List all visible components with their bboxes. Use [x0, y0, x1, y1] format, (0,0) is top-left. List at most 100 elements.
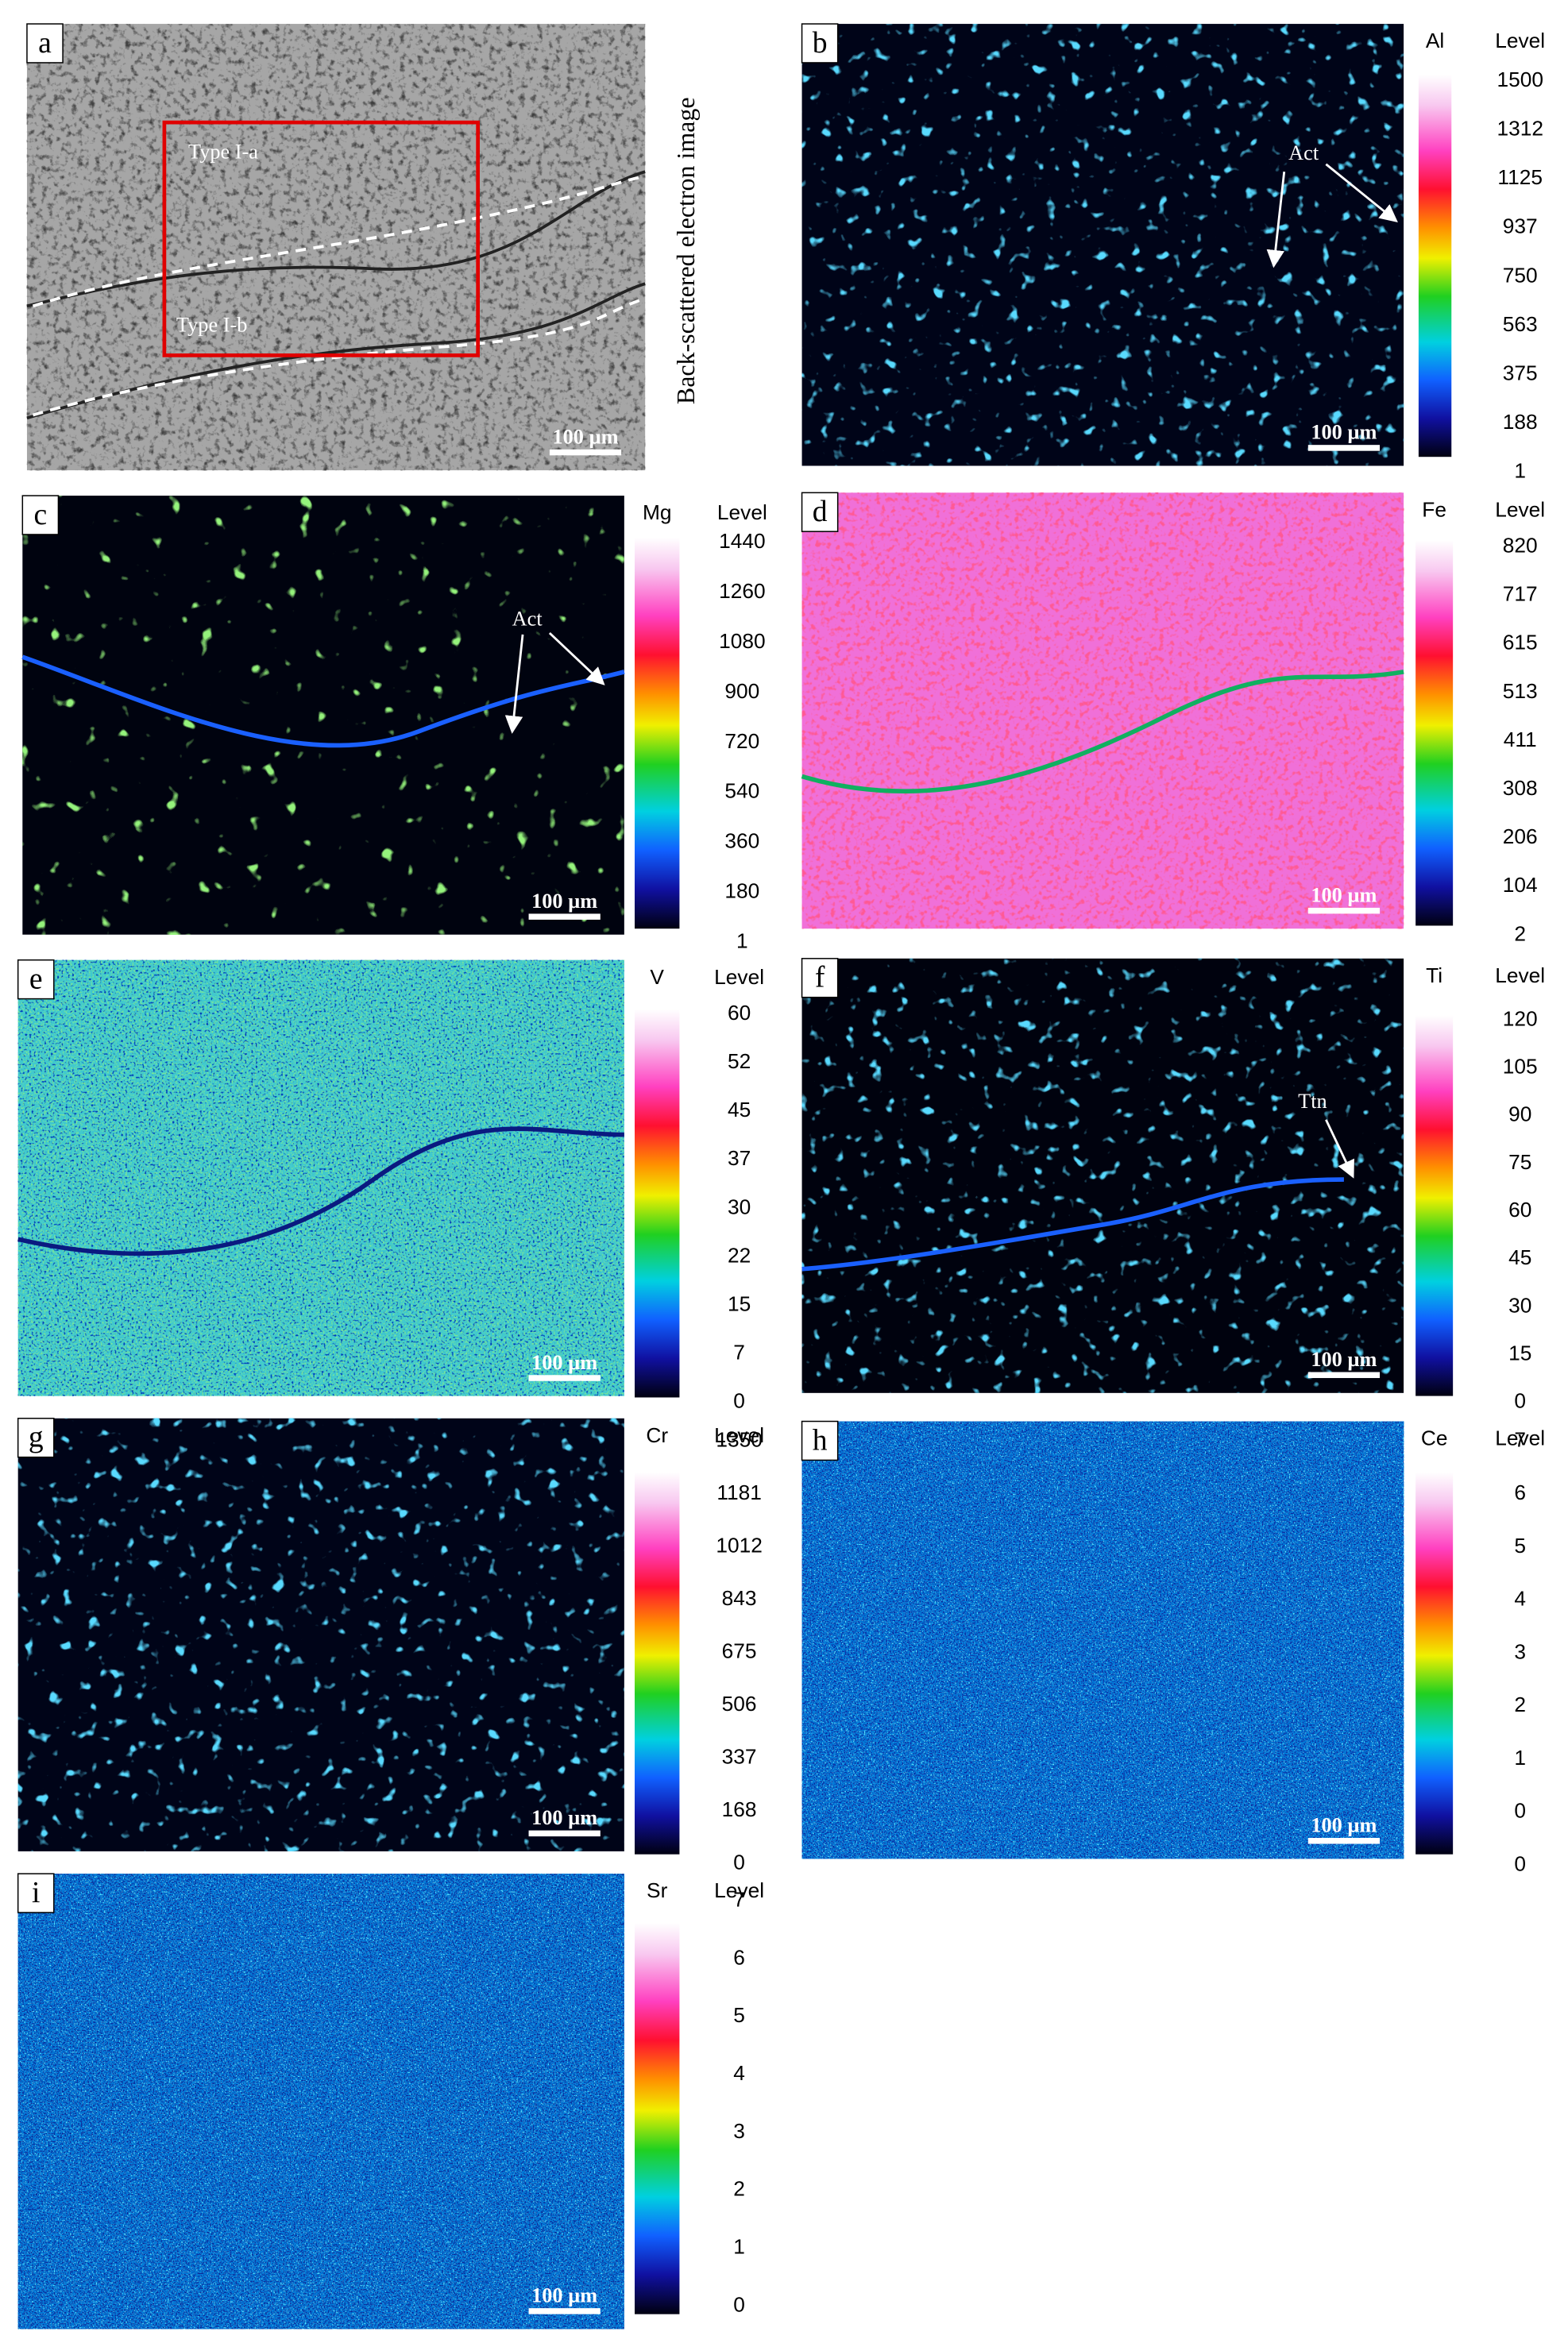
- panel-label: e: [29, 963, 43, 995]
- legend-tick-label: 0: [733, 1389, 745, 1413]
- vein: [801, 1177, 1344, 1272]
- legend-tick-label: 1: [1514, 459, 1526, 483]
- scale-bar: [1307, 445, 1381, 451]
- legend-tick-label: 206: [1503, 824, 1538, 848]
- legend-tick-label: 1: [733, 2235, 745, 2259]
- arrow: [504, 634, 524, 734]
- annotation: Act: [1288, 141, 1319, 164]
- panel: a 100 µm Back-scattered electron image Type…: [26, 23, 700, 471]
- legend-tick-label: 3: [733, 2119, 745, 2143]
- legend-tick-label: 168: [722, 1797, 757, 1821]
- scale-bar-label: 100 µm: [531, 1351, 597, 1374]
- legend-tick-label: 5: [1514, 1534, 1526, 1558]
- legend-tick-label: 7: [733, 1341, 745, 1365]
- legend-tick-label: 188: [1503, 410, 1538, 434]
- panel-label: f: [815, 962, 825, 994]
- panel: c 100 µm Mg Level 1440 1260 1080 900 720 540 360 18…: [21, 495, 767, 953]
- legend-tick-label: 120: [1503, 1006, 1538, 1030]
- legend-tick-label: 1080: [719, 629, 766, 653]
- scale-bar-label: 100 µm: [552, 425, 618, 448]
- legend-tick-label: 22: [728, 1243, 751, 1267]
- panel-label-box: [801, 958, 839, 998]
- legend-tick-label: 2: [733, 2177, 745, 2201]
- element-label: Mg: [643, 500, 672, 524]
- color-bar: [1415, 540, 1454, 926]
- vein: [21, 654, 625, 748]
- legend-tick-label: 820: [1503, 534, 1538, 558]
- panel-label: i: [32, 1877, 40, 1909]
- color-bar: [635, 1009, 680, 1398]
- color-bar: [1418, 74, 1452, 457]
- panel-label-box: [801, 492, 839, 532]
- panel-label: d: [813, 496, 828, 528]
- element-label: V: [650, 965, 664, 989]
- legend-tick-label: 1: [736, 929, 748, 953]
- legend-tick-label: 6: [733, 1945, 745, 1969]
- legend-tick-label: 7: [733, 1887, 745, 1911]
- scale-bar-label: 100 µm: [531, 1806, 597, 1829]
- legend-title: Level: [1495, 963, 1545, 987]
- legend-tick-label: 1181: [716, 1480, 762, 1504]
- legend-tick-label: 2: [1514, 1693, 1526, 1716]
- legend-tick-label: 1312: [1497, 117, 1543, 141]
- panel-label: h: [813, 1424, 828, 1457]
- legend-tick-label: 337: [722, 1744, 757, 1768]
- color-bar: [1415, 1472, 1454, 1855]
- legend-tick-label: 6: [1514, 1480, 1526, 1504]
- element-label: Ti: [1426, 963, 1442, 987]
- map-texture: [17, 1418, 624, 1851]
- legend-title: Level: [714, 965, 764, 989]
- scale-bar: [528, 2308, 601, 2314]
- legend-title: Level: [714, 1878, 764, 1902]
- legend-title: Level: [1495, 497, 1545, 521]
- scale-bar: [1307, 1837, 1381, 1844]
- element-label: Fe: [1422, 497, 1446, 521]
- legend-tick-label: 900: [724, 679, 759, 703]
- legend-tick-label: 411: [1504, 728, 1537, 751]
- legend-tick-label: 5: [733, 2003, 745, 2027]
- legend-tick-label: 4: [733, 2061, 745, 2085]
- panel-label-box: [801, 1420, 839, 1461]
- legend-title: Level: [1495, 29, 1545, 52]
- legend-tick-label: 1500: [1497, 68, 1543, 91]
- vein: [26, 170, 646, 420]
- scale-bar: [1307, 907, 1381, 914]
- legend-tick-label: 717: [1503, 582, 1538, 606]
- panel-label-box: [21, 495, 60, 535]
- scale-bar: [528, 1830, 601, 1837]
- legend-tick-label: 3: [1514, 1639, 1526, 1663]
- legend-tick-label: 15: [1508, 1341, 1531, 1365]
- legend-tick-label: 563: [1503, 312, 1538, 336]
- legend-tick-label: 0: [733, 1850, 745, 1874]
- legend-tick-label: 937: [1503, 214, 1538, 238]
- legend-tick-label: 75: [1508, 1150, 1531, 1174]
- panel-label-box: [17, 1873, 55, 1913]
- scale-bar: [549, 449, 622, 456]
- legend-tick-label: 30: [728, 1195, 751, 1218]
- legend-tick-label: 30: [1508, 1293, 1531, 1317]
- legend-tick-label: 0: [1514, 1851, 1526, 1875]
- legend-tick-label: 675: [722, 1639, 757, 1662]
- legend-tick-label: 45: [1508, 1245, 1531, 1269]
- legend-tick-label: 7: [1514, 1427, 1526, 1451]
- arrow: [548, 631, 605, 685]
- element-label: Sr: [647, 1878, 668, 1902]
- scale-bar-label: 100 µm: [1311, 1348, 1377, 1371]
- legend-tick-label: 360: [724, 829, 759, 853]
- legend-tick-label: 615: [1503, 631, 1538, 654]
- legend-tick-label: 105: [1503, 1055, 1538, 1079]
- legend-tick-label: 1260: [719, 579, 766, 603]
- map-texture: [801, 958, 1404, 1393]
- element-label: Ce: [1421, 1426, 1448, 1450]
- arrow: [1325, 163, 1398, 222]
- legend-tick-label: 1: [1514, 1746, 1526, 1770]
- scale-bar: [528, 913, 601, 920]
- legend-tick-label: 720: [724, 729, 759, 753]
- element-label: Cr: [646, 1423, 668, 1447]
- panel-label-box: [17, 1418, 55, 1458]
- vein: [801, 670, 1404, 794]
- map-texture: [17, 959, 624, 1396]
- panel: d 100 µm Fe Level 820 717 615 513 411 308 206 104 2: [801, 492, 1545, 945]
